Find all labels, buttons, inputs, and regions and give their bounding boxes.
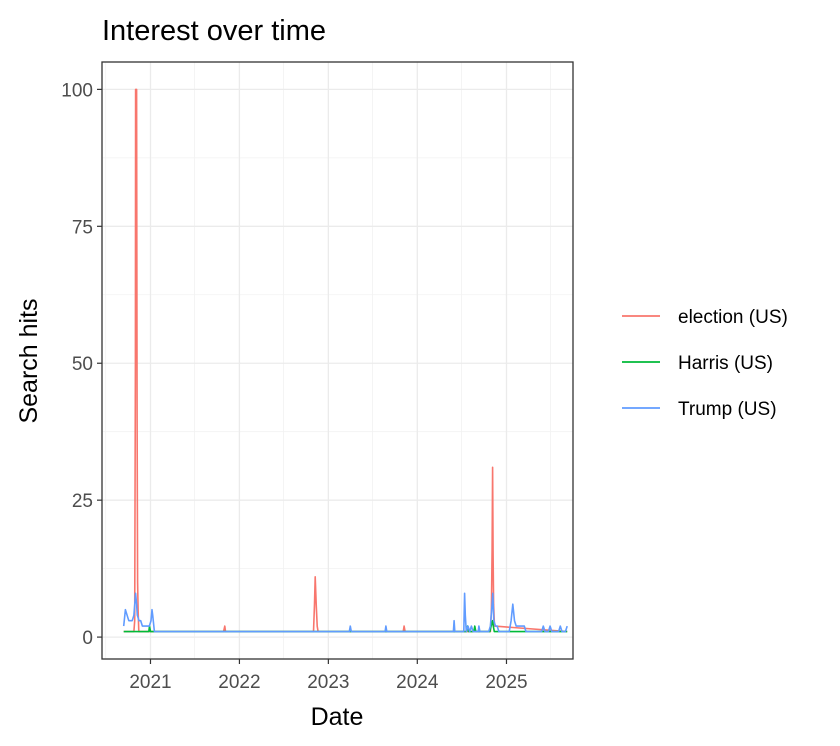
- series-line-2: [122, 592, 568, 633]
- y-tick-label: 100: [61, 80, 93, 101]
- x-axis-title: Date: [311, 703, 364, 731]
- x-tick-label: 2022: [218, 672, 260, 693]
- panel-border: [101, 61, 574, 660]
- x-tick-label: 2023: [307, 672, 349, 693]
- legend-label: election (US): [678, 307, 788, 328]
- series-layer: [122, 88, 568, 633]
- plot-panel: [101, 61, 574, 660]
- series-line-1: [123, 619, 568, 633]
- y-tick-label: 50: [72, 354, 93, 375]
- major-gridlines: [102, 62, 573, 659]
- x-tick-label: 2025: [485, 672, 527, 693]
- y-tick-label: 0: [82, 628, 93, 649]
- series-line-0: [123, 88, 568, 633]
- minor-gridlines: [102, 62, 573, 659]
- x-axis: 2021 2022 2023 2024 2025: [129, 659, 528, 693]
- chart-title: Interest over time: [102, 15, 326, 47]
- x-tick-label: 2021: [129, 672, 171, 693]
- y-tick-label: 25: [72, 491, 93, 512]
- x-tick-label: 2024: [396, 672, 439, 693]
- legend: election (US) Harris (US) Trump (US): [622, 307, 788, 420]
- panel-background: [102, 62, 573, 659]
- legend-label: Harris (US): [678, 353, 773, 374]
- y-tick-label: 75: [72, 217, 93, 238]
- y-axis-title: Search hits: [15, 298, 43, 423]
- legend-label: Trump (US): [678, 399, 777, 420]
- y-axis: 0 25 50 75 100: [61, 80, 102, 649]
